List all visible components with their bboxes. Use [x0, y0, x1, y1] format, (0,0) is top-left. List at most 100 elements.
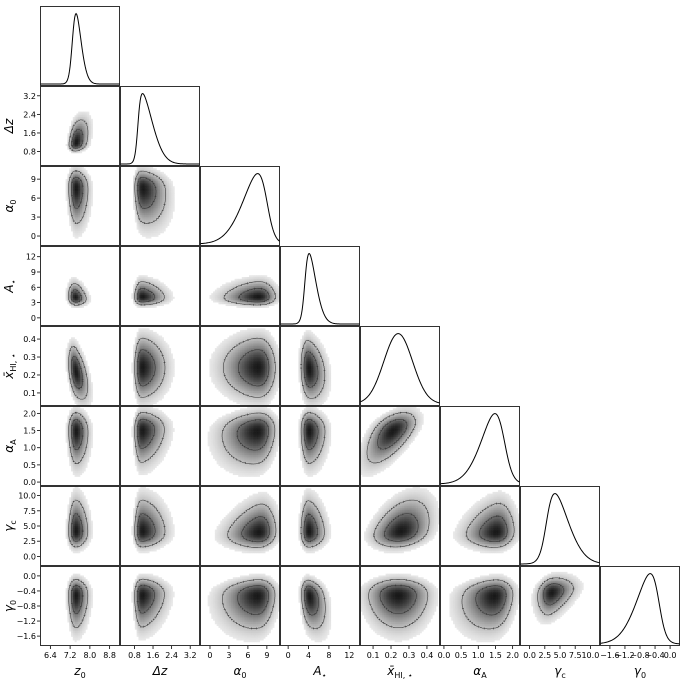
density-cell: [72, 337, 75, 340]
density-cell: [161, 364, 164, 367]
density-cell: [71, 367, 74, 370]
density-cell: [90, 400, 93, 403]
density-cell: [160, 389, 163, 392]
density-cell: [236, 333, 239, 336]
density-cell: [71, 193, 74, 196]
density-cell: [263, 371, 266, 374]
density-cell: [81, 400, 84, 403]
density-cell: [72, 278, 75, 281]
density-cell: [266, 339, 270, 342]
density-cell: [154, 296, 157, 299]
contour-level-1: [71, 356, 84, 390]
density-cell: [227, 291, 230, 294]
density-cell: [80, 202, 83, 205]
density-cell: [161, 293, 164, 296]
density-cell: [69, 149, 72, 152]
density-cell: [243, 282, 246, 285]
density-cell: [136, 396, 139, 399]
density-cell: [140, 302, 143, 305]
density-cell: [240, 358, 243, 361]
density-cell: [245, 296, 248, 299]
density-cell: [67, 346, 70, 349]
density-cell: [257, 298, 261, 301]
density-cell: [154, 211, 157, 214]
density-cell: [151, 189, 154, 192]
density-cell: [83, 170, 86, 173]
density-cell: [241, 303, 244, 307]
density-cell: [80, 227, 83, 230]
density-cell: [83, 367, 86, 370]
density-cell: [248, 339, 252, 342]
density-cell: [238, 280, 241, 283]
density-cell: [236, 376, 239, 379]
density-cell: [87, 184, 90, 187]
density-cell: [158, 374, 161, 378]
density-cell: [85, 175, 88, 178]
density-cell: [85, 216, 88, 219]
density-cell: [72, 367, 75, 370]
density-cell: [240, 391, 243, 394]
density-cell: [265, 339, 268, 342]
density-cell: [78, 131, 81, 134]
density-cell: [158, 209, 161, 212]
density-cell: [85, 401, 88, 405]
density-cell: [156, 289, 159, 292]
density-cell: [257, 357, 261, 360]
density-cell: [263, 387, 266, 390]
density-cell: [69, 351, 72, 354]
density-cell: [80, 134, 83, 138]
density-cell: [256, 348, 259, 351]
density-cell: [133, 189, 136, 192]
density-cell: [238, 293, 241, 296]
density-cell: [138, 225, 141, 228]
density-cell: [165, 225, 168, 228]
density-cell: [266, 286, 270, 289]
density-cell: [78, 142, 81, 145]
density-cell: [83, 173, 86, 176]
density-cell: [223, 348, 226, 351]
density-cell: [265, 346, 268, 349]
density-cell: [245, 284, 248, 287]
density-cell: [147, 333, 150, 336]
density-cell: [152, 170, 155, 173]
density-cell: [136, 303, 139, 307]
density-cell: [147, 357, 150, 360]
density-cell: [152, 180, 155, 183]
density-cell: [248, 387, 252, 390]
density-cell: [275, 371, 279, 374]
density-cell: [151, 335, 154, 338]
density-cell: [69, 357, 72, 360]
density-cell: [238, 340, 241, 343]
density-cell: [167, 302, 170, 305]
density-cell: [158, 193, 161, 196]
density-cell: [147, 188, 150, 191]
density-cell: [140, 344, 143, 347]
density-cell: [238, 382, 241, 385]
density-cell: [76, 191, 79, 194]
density-cell: [236, 367, 239, 370]
density-cell: [145, 355, 148, 358]
density-cell: [238, 373, 241, 376]
density-cell: [158, 220, 161, 223]
density-cell: [277, 362, 280, 365]
density-cell: [266, 333, 270, 336]
density-cell: [136, 197, 139, 200]
density-cell: [223, 387, 226, 390]
density-cell: [72, 234, 75, 237]
density-cell: [270, 366, 273, 369]
joint-panel-2-1: [120, 166, 200, 246]
density-cell: [231, 369, 234, 372]
density-cell: [220, 348, 223, 351]
density-cell: [232, 366, 235, 369]
density-cell: [136, 168, 139, 171]
density-cell: [147, 389, 150, 392]
density-cell: [151, 277, 154, 280]
density-cell: [83, 200, 86, 203]
density-cell: [145, 191, 148, 194]
density-cell: [238, 364, 241, 367]
density-cell: [78, 207, 81, 210]
density-cell: [163, 378, 166, 381]
density-cell: [250, 351, 253, 354]
density-cell: [167, 198, 170, 201]
density-cell: [254, 344, 257, 347]
